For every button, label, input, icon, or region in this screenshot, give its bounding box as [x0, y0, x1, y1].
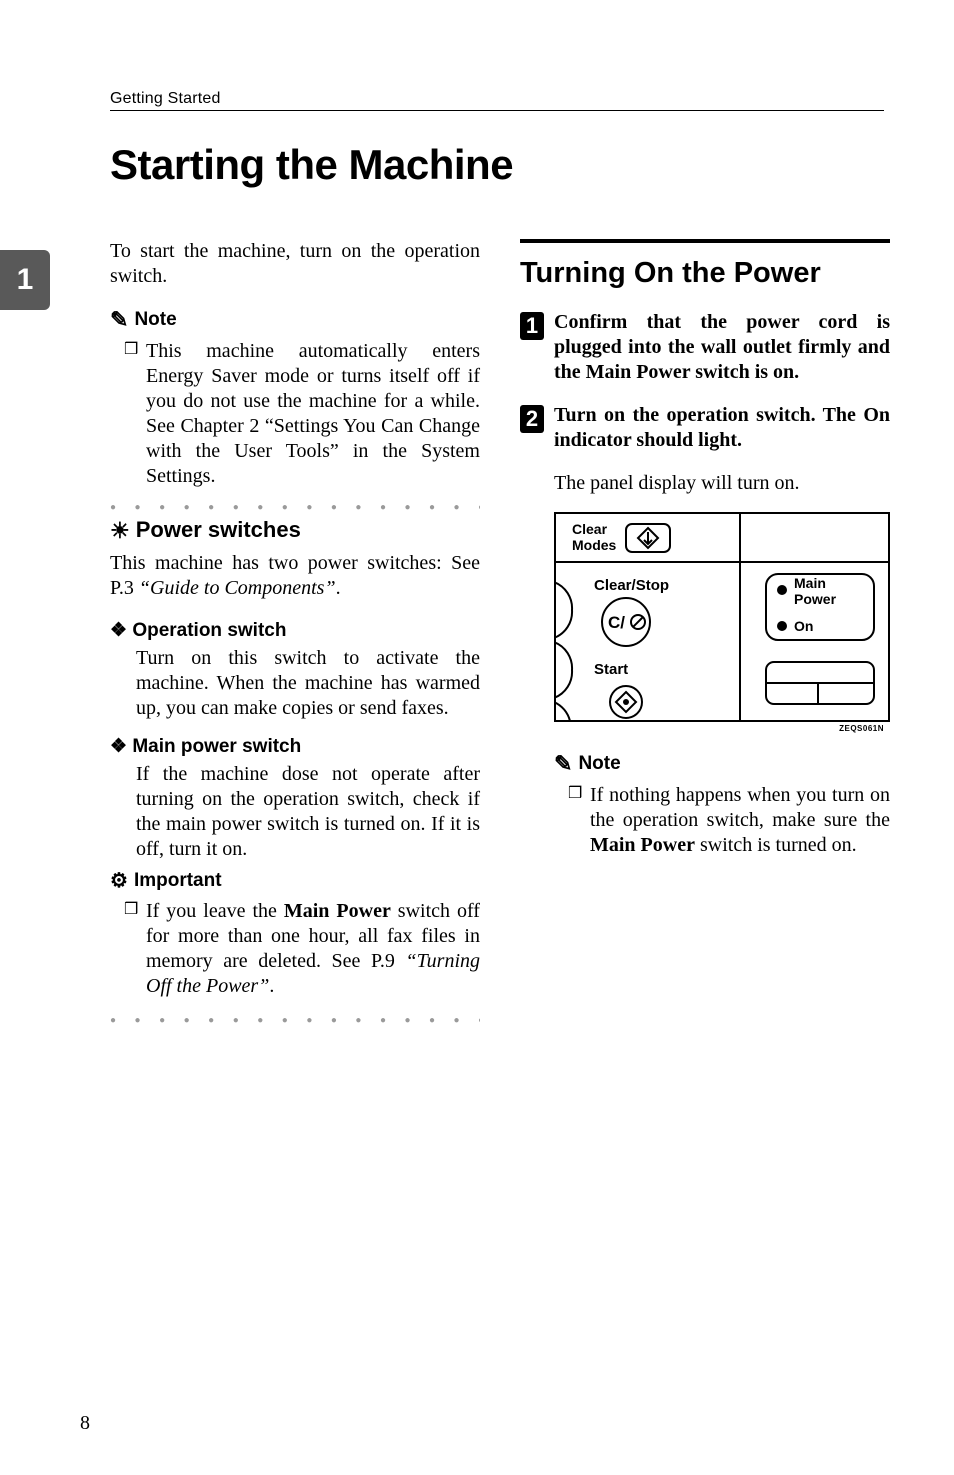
important-list: If you leave the Main Power switch off f… — [110, 899, 480, 999]
note-label: Note — [134, 309, 176, 331]
ps-body-c: . — [336, 577, 341, 599]
rn-a: If nothing happens when you turn on the … — [590, 784, 890, 831]
power-switches-head: ☀ Power switches — [110, 517, 480, 543]
svg-text:Clear: Clear — [572, 521, 608, 537]
columns: To start the machine, turn on the operat… — [110, 239, 884, 1036]
page-title: Starting the Machine — [110, 141, 884, 189]
note-item: This machine automatically enters Energy… — [130, 339, 480, 489]
chapter-number: 1 — [17, 263, 34, 297]
imp-e: . — [269, 975, 274, 997]
dot-divider-bottom: ● ● ● ● ● ● ● ● ● ● ● ● ● ● ● ● ● ● ● ● … — [110, 1015, 480, 1026]
svg-text:Power: Power — [794, 591, 837, 607]
note-head: ✎ Note — [110, 307, 480, 333]
svg-text:Main: Main — [794, 575, 826, 591]
step-1-text: Confirm that the power cord is plugged i… — [554, 310, 890, 385]
imp-a: If you leave the — [146, 900, 284, 922]
figure-caption: ZEQS061N — [554, 724, 890, 733]
right-note-label: Note — [578, 753, 620, 775]
h2-rule: Turning On the Power — [520, 239, 890, 290]
right-note-item: If nothing happens when you turn on the … — [574, 783, 890, 858]
main-switch-body: If the machine dose not operate after tu… — [110, 762, 480, 862]
intro-text: To start the machine, turn on the operat… — [110, 239, 480, 289]
main-switch-head: Main power switch — [110, 735, 480, 758]
svg-text:Start: Start — [594, 661, 628, 678]
left-column: To start the machine, turn on the operat… — [110, 239, 480, 1036]
important-icon: ⚙ — [110, 868, 128, 893]
section-title: Turning On the Power — [520, 257, 890, 290]
right-note-block: ✎ Note If nothing happens when you turn … — [520, 751, 890, 858]
op-switch-head: Operation switch — [110, 619, 480, 642]
imp-b: Main Power — [284, 900, 391, 922]
important-head: ⚙ Important — [110, 868, 480, 893]
step-1: 1 Confirm that the power cord is plugged… — [520, 310, 890, 385]
svg-text:Modes: Modes — [572, 537, 617, 553]
rn-c: switch is turned on. — [695, 834, 857, 856]
running-head: Getting Started — [110, 90, 884, 111]
step-2-text: Turn on the operation switch. The On ind… — [554, 403, 890, 453]
pencil-icon: ✎ — [554, 751, 572, 777]
svg-text:On: On — [794, 618, 813, 634]
rn-b: Main Power — [590, 834, 695, 856]
svg-text:C/: C/ — [608, 613, 625, 632]
step-2-after: The panel display will turn on. — [520, 471, 890, 496]
chapter-tab: 1 — [0, 250, 50, 310]
pencil-icon: ✎ — [110, 307, 128, 333]
right-note-head: ✎ Note — [554, 751, 890, 777]
page: 1 Getting Started Starting the Machine T… — [0, 0, 954, 1475]
page-number: 8 — [80, 1412, 90, 1435]
note-list: This machine automatically enters Energy… — [110, 339, 480, 489]
step-num-2: 2 — [520, 405, 544, 433]
control-panel-figure: Clear Modes Clear/Stop C/ — [554, 512, 890, 733]
ps-body-b: “Guide to Components” — [139, 577, 336, 599]
right-column: Turning On the Power 1 Confirm that the … — [520, 239, 890, 1036]
important-item: If you leave the Main Power switch off f… — [130, 899, 480, 999]
panel-svg: Clear Modes Clear/Stop C/ — [554, 512, 890, 722]
right-note-list: If nothing happens when you turn on the … — [554, 783, 890, 858]
step-num-1: 1 — [520, 312, 544, 340]
important-label: Important — [134, 870, 222, 892]
dot-divider-top: ● ● ● ● ● ● ● ● ● ● ● ● ● ● ● ● ● ● ● ● … — [110, 503, 480, 513]
step-2: 2 Turn on the operation switch. The On i… — [520, 403, 890, 453]
svg-text:Clear/Stop: Clear/Stop — [594, 577, 669, 594]
sun-icon: ☀ — [110, 518, 130, 544]
power-switches-body: This machine has two power switches: See… — [110, 551, 480, 601]
op-switch-body: Turn on this switch to activate the mach… — [110, 646, 480, 721]
power-switches-label: Power switches — [136, 517, 301, 543]
